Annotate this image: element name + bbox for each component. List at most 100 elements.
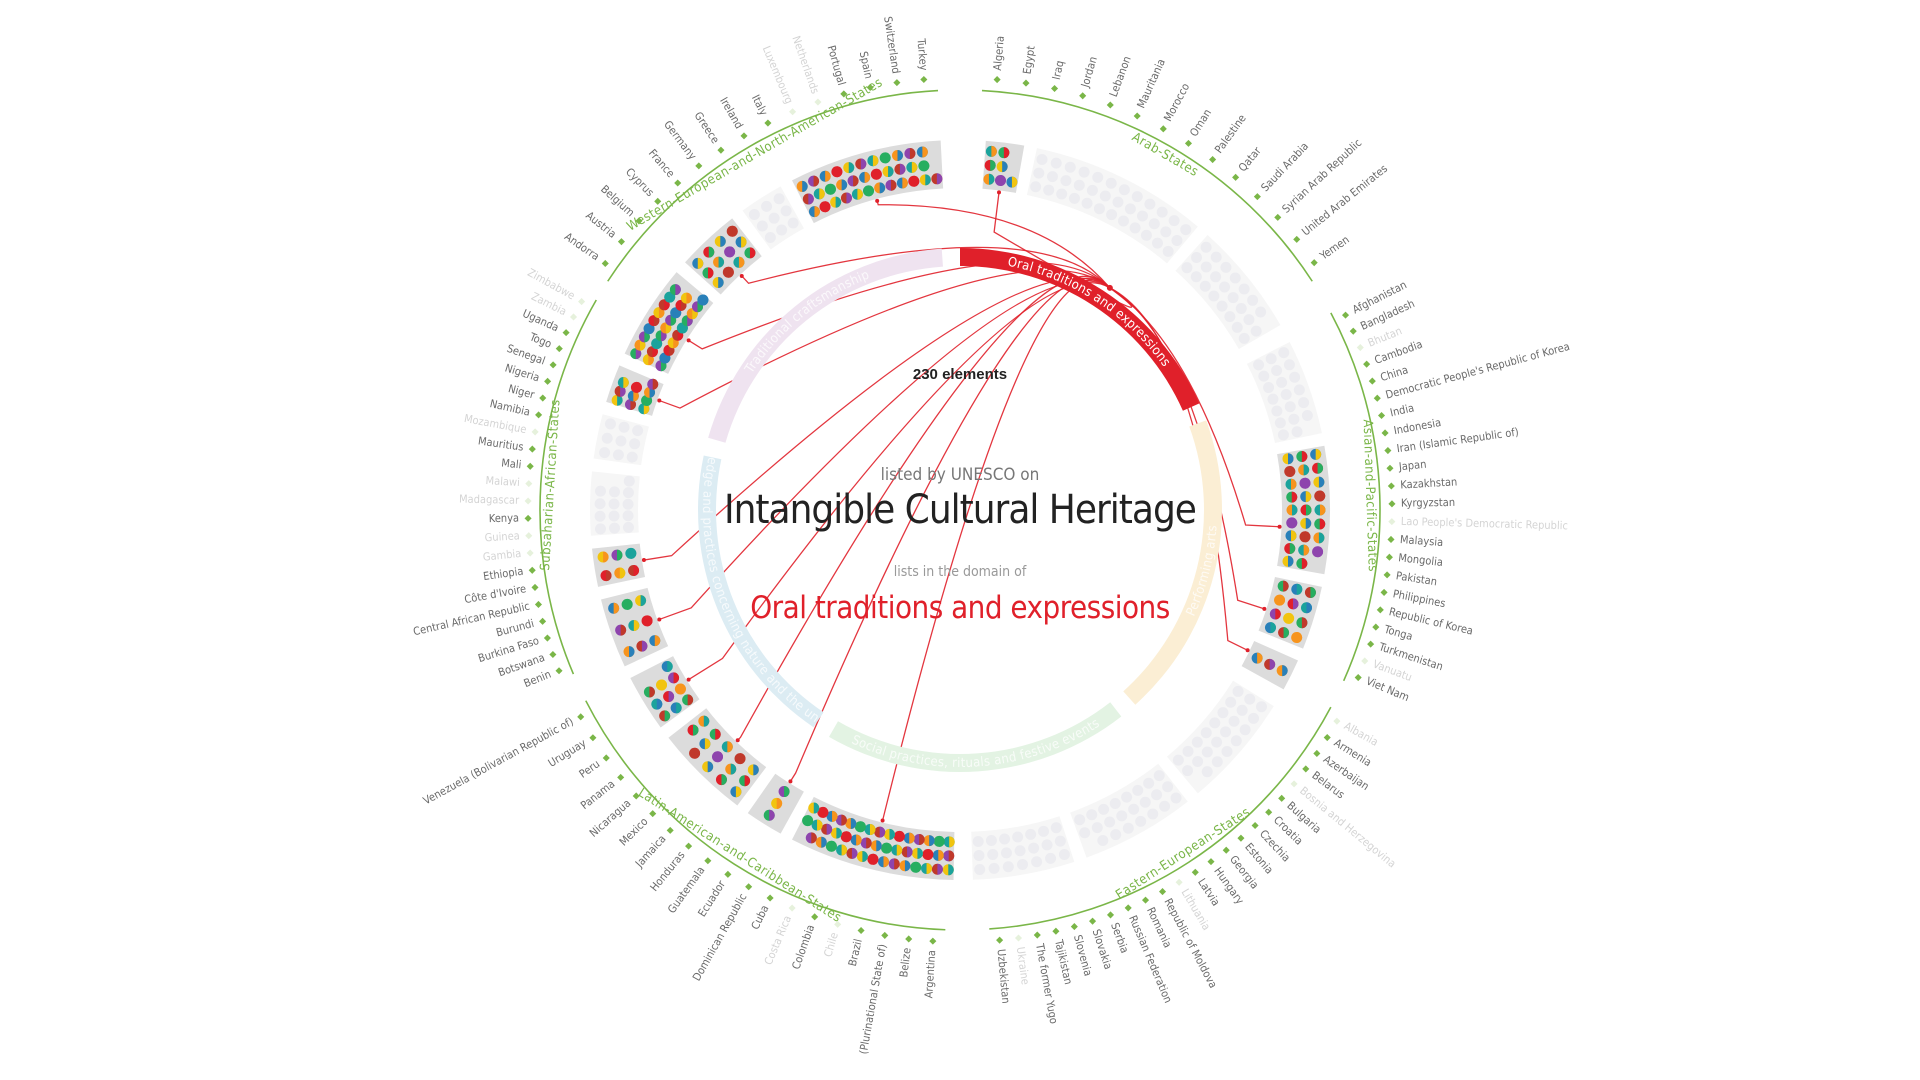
heritage-element-dot[interactable] <box>878 856 890 868</box>
heritage-element-dot[interactable] <box>1278 627 1290 639</box>
heritage-element-dot[interactable] <box>1220 261 1232 273</box>
heritage-element-dot[interactable] <box>735 236 747 248</box>
heritage-element-dot[interactable] <box>894 163 906 175</box>
heritage-element-dot[interactable] <box>1200 727 1212 739</box>
heritage-element-dot[interactable] <box>1289 371 1301 383</box>
heritage-element-dot[interactable] <box>1006 176 1018 188</box>
heritage-element-dot[interactable] <box>1025 828 1037 840</box>
heritage-element-dot[interactable] <box>726 225 738 237</box>
country-item[interactable]: France <box>646 147 682 187</box>
heritage-element-dot[interactable] <box>1151 789 1163 801</box>
country-item[interactable]: Iraq <box>1050 59 1067 93</box>
heritage-element-dot[interactable] <box>649 635 661 647</box>
heritage-element-dot[interactable] <box>778 786 790 798</box>
country-item[interactable]: Morocco <box>1159 81 1193 133</box>
heritage-element-dot[interactable] <box>780 205 792 217</box>
country-item[interactable]: Kenya <box>489 512 532 526</box>
heritage-element-dot[interactable] <box>1117 215 1129 227</box>
heritage-element-dot[interactable] <box>1122 822 1134 834</box>
heritage-element-dot[interactable] <box>1263 382 1275 394</box>
heritage-element-dot[interactable] <box>1182 745 1194 757</box>
heritage-element-dot[interactable] <box>724 246 736 258</box>
heritage-element-dot[interactable] <box>1144 198 1156 210</box>
heritage-element-dot[interactable] <box>1028 842 1040 854</box>
country-item[interactable]: Portugal <box>825 44 849 98</box>
country-item[interactable]: Uzbekistan <box>994 936 1012 1004</box>
country-item[interactable]: Yemen <box>1310 233 1352 267</box>
element-block[interactable] <box>590 471 640 536</box>
heritage-element-dot[interactable] <box>1148 218 1160 230</box>
heritage-element-dot[interactable] <box>1033 167 1045 179</box>
heritage-element-dot[interactable] <box>1180 224 1192 236</box>
heritage-element-dot[interactable] <box>1105 177 1117 189</box>
heritage-element-dot[interactable] <box>1231 321 1243 333</box>
heritage-element-dot[interactable] <box>985 835 997 847</box>
heritage-element-dot[interactable] <box>910 861 922 873</box>
element-block[interactable] <box>1241 640 1299 690</box>
heritage-element-dot[interactable] <box>1221 745 1233 757</box>
heritage-element-dot[interactable] <box>689 747 701 759</box>
heritage-element-dot[interactable] <box>880 842 892 854</box>
heritage-element-dot[interactable] <box>808 802 820 814</box>
region-label[interactable]: Asian-and-Pacific-States <box>1360 419 1380 572</box>
heritage-element-dot[interactable] <box>1300 504 1312 516</box>
country-item[interactable]: India <box>1378 401 1415 419</box>
heritage-element-dot[interactable] <box>1283 612 1295 624</box>
heritage-element-dot[interactable] <box>1112 196 1124 208</box>
heritage-element-dot[interactable] <box>840 831 852 843</box>
heritage-element-dot[interactable] <box>1060 175 1072 187</box>
heritage-element-dot[interactable] <box>882 166 894 178</box>
heritage-element-dot[interactable] <box>761 200 773 212</box>
heritage-element-dot[interactable] <box>764 231 776 243</box>
heritage-element-dot[interactable] <box>802 815 814 827</box>
heritage-element-dot[interactable] <box>1038 825 1050 837</box>
element-block[interactable] <box>1166 680 1274 794</box>
heritage-element-dot[interactable] <box>647 378 659 390</box>
heritage-element-dot[interactable] <box>599 447 611 459</box>
country-item[interactable]: Togo <box>527 330 563 353</box>
heritage-element-dot[interactable] <box>1296 617 1308 629</box>
element-block[interactable] <box>742 186 804 250</box>
country-item[interactable]: Niger <box>507 382 547 402</box>
domain-segment[interactable]: Social practices, rituals and festive ev… <box>829 702 1122 772</box>
country-item[interactable]: Jordan <box>1078 55 1100 100</box>
country-item[interactable]: Cuba <box>749 894 774 932</box>
heritage-element-dot[interactable] <box>721 741 733 753</box>
heritage-element-dot[interactable] <box>854 821 866 833</box>
heritage-element-dot[interactable] <box>994 174 1006 186</box>
heritage-element-dot[interactable] <box>1314 504 1326 516</box>
heritage-element-dot[interactable] <box>608 486 620 498</box>
heritage-element-dot[interactable] <box>973 849 985 861</box>
heritage-element-dot[interactable] <box>594 510 606 522</box>
element-block[interactable] <box>606 365 664 416</box>
element-block[interactable] <box>592 543 646 587</box>
heritage-element-dot[interactable] <box>1078 166 1090 178</box>
heritage-element-dot[interactable] <box>1228 715 1240 727</box>
heritage-element-dot[interactable] <box>1211 756 1223 768</box>
heritage-element-dot[interactable] <box>891 844 903 856</box>
heritage-element-dot[interactable] <box>843 162 855 174</box>
heritage-element-dot[interactable] <box>722 266 734 278</box>
heritage-element-dot[interactable] <box>1299 531 1311 543</box>
heritage-element-dot[interactable] <box>1171 234 1183 246</box>
heritage-element-dot[interactable] <box>615 435 627 447</box>
heritage-element-dot[interactable] <box>1284 465 1296 477</box>
heritage-element-dot[interactable] <box>908 175 920 187</box>
country-item[interactable]: Chile <box>821 920 842 959</box>
country-item[interactable]: Benin <box>522 667 563 690</box>
heritage-element-dot[interactable] <box>996 161 1008 173</box>
heritage-element-dot[interactable] <box>714 235 726 247</box>
heritage-element-dot[interactable] <box>1106 209 1118 221</box>
heritage-element-dot[interactable] <box>906 161 918 173</box>
heritage-element-dot[interactable] <box>1000 847 1012 859</box>
country-item[interactable]: Gambia <box>482 547 534 564</box>
heritage-element-dot[interactable] <box>1313 476 1325 488</box>
heritage-element-dot[interactable] <box>1093 203 1105 215</box>
heritage-element-dot[interactable] <box>661 661 673 673</box>
country-item[interactable]: Lebanon <box>1106 54 1134 109</box>
heritage-element-dot[interactable] <box>1255 701 1267 713</box>
heritage-element-dot[interactable] <box>870 840 882 852</box>
heritage-element-dot[interactable] <box>885 179 897 191</box>
heritage-element-dot[interactable] <box>1300 491 1312 503</box>
heritage-element-dot[interactable] <box>692 257 704 269</box>
